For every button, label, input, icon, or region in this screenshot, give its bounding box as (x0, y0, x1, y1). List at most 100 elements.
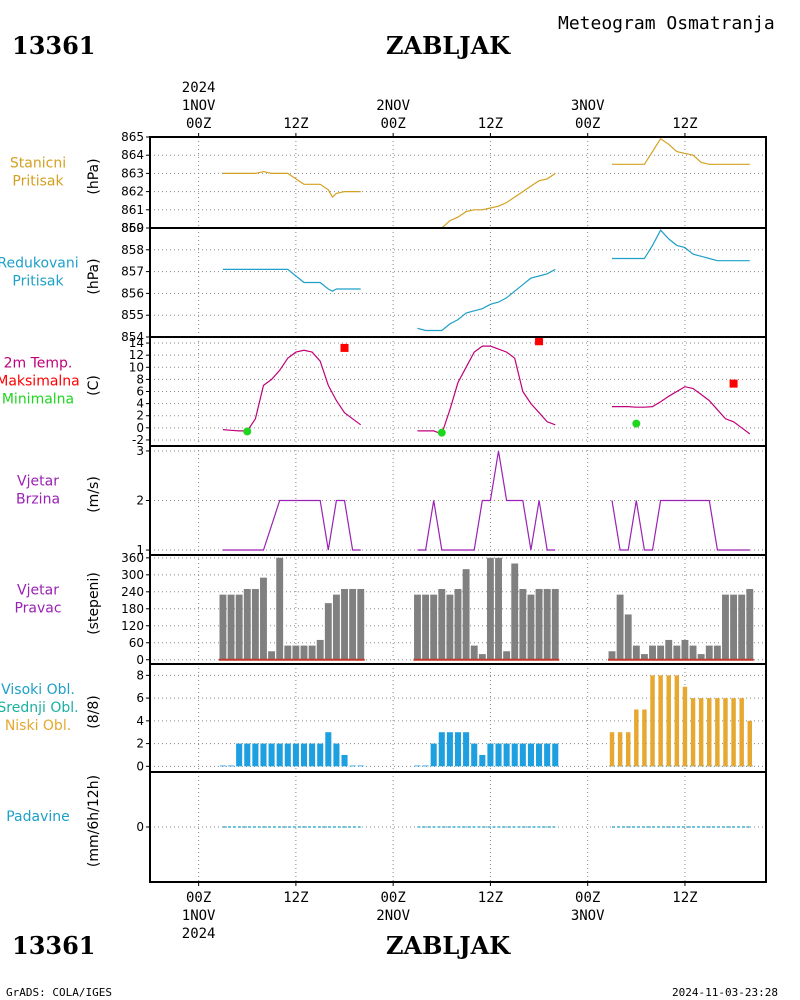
panel-label-wind_direction: Pravac (14, 601, 61, 617)
bar-wind_direction (422, 594, 430, 660)
bar-wind_direction (624, 614, 632, 660)
station-name-top: ZABLJAK (386, 31, 511, 60)
bar-clouds (503, 743, 510, 767)
x-tick-label-bottom: 00Z (575, 890, 600, 906)
bar-wind_direction (316, 639, 324, 660)
bar-clouds (471, 743, 478, 767)
tmin-marker (243, 427, 252, 436)
bar-clouds (268, 743, 275, 767)
bar-wind_direction (730, 594, 738, 660)
bar-clouds (487, 743, 494, 767)
bar-wind_direction (430, 594, 438, 660)
y-tick-label: 856 (121, 286, 144, 300)
series-line-wind_speed (222, 499, 361, 551)
bar-clouds (244, 743, 251, 767)
bar-clouds (527, 743, 534, 767)
footer-source: GrADS: COLA/IGES (6, 986, 112, 999)
tmax-marker (340, 343, 349, 352)
bar-wind_direction (746, 588, 754, 660)
bar-clouds (284, 743, 291, 767)
y-tick-label: 863 (121, 166, 144, 180)
bar-wind_direction (713, 645, 721, 660)
x-tick-label-bottom: 00Z (186, 890, 211, 906)
panel-label-station_pressure: Stanicni (10, 156, 66, 172)
bar-clouds (438, 732, 445, 767)
bar-wind_direction (292, 645, 300, 660)
y-tick-label: 240 (121, 585, 144, 599)
series-line-temperature (417, 345, 556, 435)
x-date-label-bottom: 3NOV (571, 908, 605, 924)
tmin-marker (632, 419, 641, 428)
bar-clouds (731, 698, 736, 767)
y-tick-label: 8 (136, 668, 144, 682)
x-tick-label-bottom: 12Z (478, 890, 503, 906)
station-id-bottom: 13361 (12, 931, 96, 960)
bar-wind_direction (300, 645, 308, 660)
y-tick-label: 4 (136, 397, 144, 411)
y-tick-label: 4 (136, 714, 144, 728)
bar-clouds (715, 698, 720, 767)
bar-wind_direction (616, 594, 624, 660)
meteogram-title: Meteogram Osmatranja (558, 13, 775, 34)
x-date-label-bottom: 2NOV (376, 908, 410, 924)
bar-clouds (666, 675, 671, 767)
bar-clouds (414, 765, 421, 767)
y-tick-label: 2 (136, 494, 144, 508)
bar-wind_direction (527, 594, 535, 660)
y-tick-label: 6 (136, 691, 144, 705)
panel-label-temperature: Minimalna (2, 392, 74, 408)
panel-unit-wind_direction: (stepeni) (86, 572, 102, 635)
y-tick-label: 0 (136, 820, 144, 834)
bar-wind_direction (705, 645, 713, 660)
series-line-reduced_pressure (612, 229, 750, 262)
tmin-marker (437, 428, 446, 437)
bar-clouds (625, 732, 631, 767)
bar-clouds (617, 732, 623, 767)
y-tick-label: 860 (121, 221, 144, 235)
bar-clouds (357, 765, 364, 767)
y-tick-label: 865 (121, 130, 144, 144)
bar-clouds (430, 743, 437, 767)
station-id-top: 13361 (12, 31, 96, 60)
x-tick-label-top: 12Z (283, 116, 308, 132)
bar-wind_direction (454, 588, 462, 660)
bar-wind_direction (632, 645, 640, 660)
series-line-wind_speed (611, 499, 750, 551)
bar-clouds (698, 698, 704, 767)
x-tick-label-top: 00Z (186, 116, 211, 132)
bar-wind_direction (462, 569, 470, 660)
panel-unit-station_pressure: (hPa) (86, 158, 102, 194)
bar-clouds (422, 765, 429, 767)
bar-clouds (650, 675, 655, 767)
panel-label-reduced_pressure: Redukovani (0, 256, 79, 272)
panel-label-clouds: Srednji Obl. (0, 700, 79, 716)
footer-timestamp: 2024-11-03-23:28 (672, 986, 778, 999)
panel-unit-clouds: (8/8) (86, 695, 102, 728)
y-tick-label: 10 (129, 360, 144, 374)
bar-wind_direction (673, 645, 681, 660)
bar-wind_direction (689, 645, 697, 660)
y-tick-label: 1 (136, 543, 144, 557)
bar-clouds (495, 743, 502, 767)
bar-clouds (260, 743, 267, 767)
panel-frame-reduced_pressure (149, 227, 767, 338)
bar-wind_direction (276, 557, 284, 660)
series-line-reduced_pressure (417, 268, 556, 332)
y-tick-label: 8 (136, 372, 144, 386)
tmax-marker (535, 337, 544, 346)
bar-wind_direction (478, 654, 486, 660)
bar-wind_direction (438, 588, 446, 660)
y-tick-label: 14 (129, 336, 144, 350)
bar-clouds (236, 743, 243, 767)
y-tick-label: 60 (129, 636, 144, 650)
x-tick-label-bottom: 12Z (672, 890, 697, 906)
bar-wind_direction (349, 588, 357, 660)
bar-wind_direction (722, 594, 729, 660)
bar-wind_direction (608, 651, 616, 660)
bar-clouds (519, 743, 526, 767)
bar-clouds (219, 765, 226, 767)
panel-label-clouds: Visoki Obl. (1, 682, 75, 698)
bar-wind_direction (470, 645, 478, 660)
panel-label-reduced_pressure: Pritisak (12, 274, 64, 290)
